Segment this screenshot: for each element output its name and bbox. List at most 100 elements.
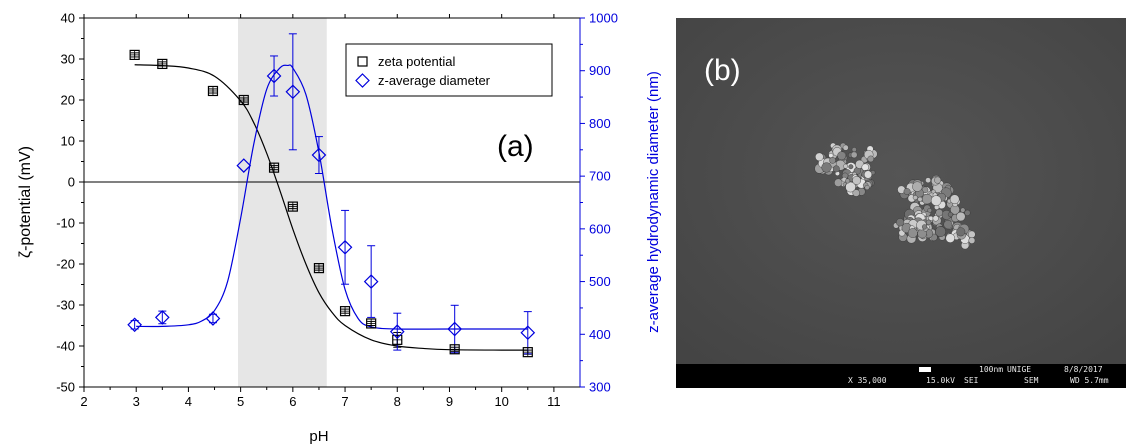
y-left-tick-label: -40 <box>56 339 75 354</box>
particle <box>925 177 931 184</box>
particle <box>843 163 848 169</box>
y-right-tick-label: 300 <box>589 380 611 395</box>
particle <box>934 176 942 184</box>
wd-text: WD 5.7mm <box>1070 376 1109 385</box>
legend-diameter-label: z-average diameter <box>378 73 491 88</box>
particle <box>917 196 923 202</box>
particle <box>845 178 851 184</box>
particle <box>852 189 860 197</box>
particle <box>921 193 933 205</box>
particle <box>861 163 869 171</box>
x-tick-label: 9 <box>446 394 453 409</box>
particle <box>947 211 954 218</box>
x-tick-label: 6 <box>289 394 296 409</box>
diameter-point <box>285 84 301 100</box>
x-tick-label: 10 <box>494 394 508 409</box>
diameter-point <box>205 311 221 326</box>
particle <box>832 165 840 173</box>
diameter-point <box>447 321 463 337</box>
diameter-point <box>266 68 282 84</box>
particle <box>851 147 857 153</box>
legend-diameter-marker <box>355 73 370 88</box>
diameter-point <box>154 310 170 325</box>
particle <box>867 155 875 163</box>
particle <box>964 209 971 216</box>
institution-text: UNIGE <box>1007 365 1032 374</box>
detector-text: SEI <box>964 376 979 385</box>
panel-label-b: (b) <box>704 54 741 87</box>
date-text: 8/8/2017 <box>1064 365 1103 374</box>
particle <box>956 227 966 237</box>
sem-image-panel: (b) 100nm UNIGE 8/8/2017 X 35,000 15.0kV… <box>676 18 1126 388</box>
particle <box>932 215 939 222</box>
particle <box>935 226 946 237</box>
y-left-tick-label: -30 <box>56 298 75 313</box>
mode-text: SEM <box>1024 376 1039 385</box>
x-tick-label: 11 <box>547 394 561 409</box>
x-tick-label: 8 <box>394 394 401 409</box>
y-right-tick-label: 600 <box>589 221 611 236</box>
shaded-ph-region <box>238 18 327 387</box>
scale-bar <box>919 367 931 372</box>
x-tick-label: 3 <box>133 394 140 409</box>
particle <box>842 144 849 151</box>
diameter-point <box>363 274 379 289</box>
particle <box>850 151 858 159</box>
voltage-text: 15.0kV <box>926 376 955 385</box>
x-tick-label: 7 <box>341 394 348 409</box>
scale-text: 100nm <box>979 365 1004 374</box>
y-left-tick-label: -20 <box>56 257 75 272</box>
diameter-point <box>337 239 353 255</box>
zeta-fit-curve <box>134 64 528 351</box>
legend-zeta-marker <box>357 56 368 67</box>
particle <box>921 224 928 230</box>
particle <box>949 194 960 205</box>
diameter-point <box>311 147 327 163</box>
particle <box>815 152 824 162</box>
y-right-axis-label: z-average hydrodynamic diameter (nm) <box>645 71 662 333</box>
y-left-tick-label: 40 <box>61 11 75 26</box>
panel-label-a: (a) <box>497 130 534 163</box>
x-tick-label: 5 <box>237 394 244 409</box>
diameter-point <box>236 158 252 173</box>
sem-info-bar: 100nm UNIGE 8/8/2017 X 35,000 15.0kV SEI… <box>676 364 1126 388</box>
sem-micrograph <box>676 18 1126 364</box>
y-left-axis-label: ζ-potential (mV) <box>17 146 34 258</box>
y-left-tick-label: -10 <box>56 216 75 231</box>
legend-zeta-label: zeta potential <box>378 54 455 69</box>
diameter-point <box>127 317 142 333</box>
diameter-fit-curve <box>136 64 528 330</box>
particle <box>960 207 966 213</box>
y-left-tick-label: 0 <box>68 175 75 190</box>
particle <box>864 170 873 179</box>
particle <box>821 162 832 173</box>
axis-ticks: 2 3 4 5 6 7 8 9 10 11 40 30 20 10 0 -10 -20 -30 -40 -50 1000… <box>56 11 618 410</box>
particle <box>903 188 911 195</box>
particle <box>837 151 846 161</box>
particle <box>848 164 854 170</box>
particle <box>925 219 932 226</box>
x-tick-label: 4 <box>185 394 192 409</box>
diameter-point <box>389 324 405 339</box>
particle <box>968 230 976 239</box>
chart-panel-a: 2 3 4 5 6 7 8 9 10 11 40 30 20 10 0 -10 -20 -30 -40 -50 1000… <box>17 11 662 446</box>
particle <box>935 208 943 217</box>
particle <box>896 218 905 227</box>
y-left-tick-label: 20 <box>61 93 75 108</box>
particle <box>945 233 955 243</box>
y-left-tick-label: -50 <box>56 380 75 395</box>
fit-curves <box>134 64 528 351</box>
data-markers <box>127 49 536 358</box>
magnification-text: X 35,000 <box>848 376 887 385</box>
y-right-tick-label: 500 <box>589 274 611 289</box>
particle <box>956 211 966 222</box>
particle <box>845 181 856 193</box>
y-right-tick-label: 700 <box>589 169 611 184</box>
particle <box>829 157 836 164</box>
legend-box <box>345 43 553 97</box>
particle <box>912 195 918 201</box>
y-right-tick-label: 1000 <box>589 11 618 26</box>
particle <box>852 176 862 185</box>
x-tick-label: 2 <box>80 394 87 409</box>
particle <box>968 237 976 244</box>
